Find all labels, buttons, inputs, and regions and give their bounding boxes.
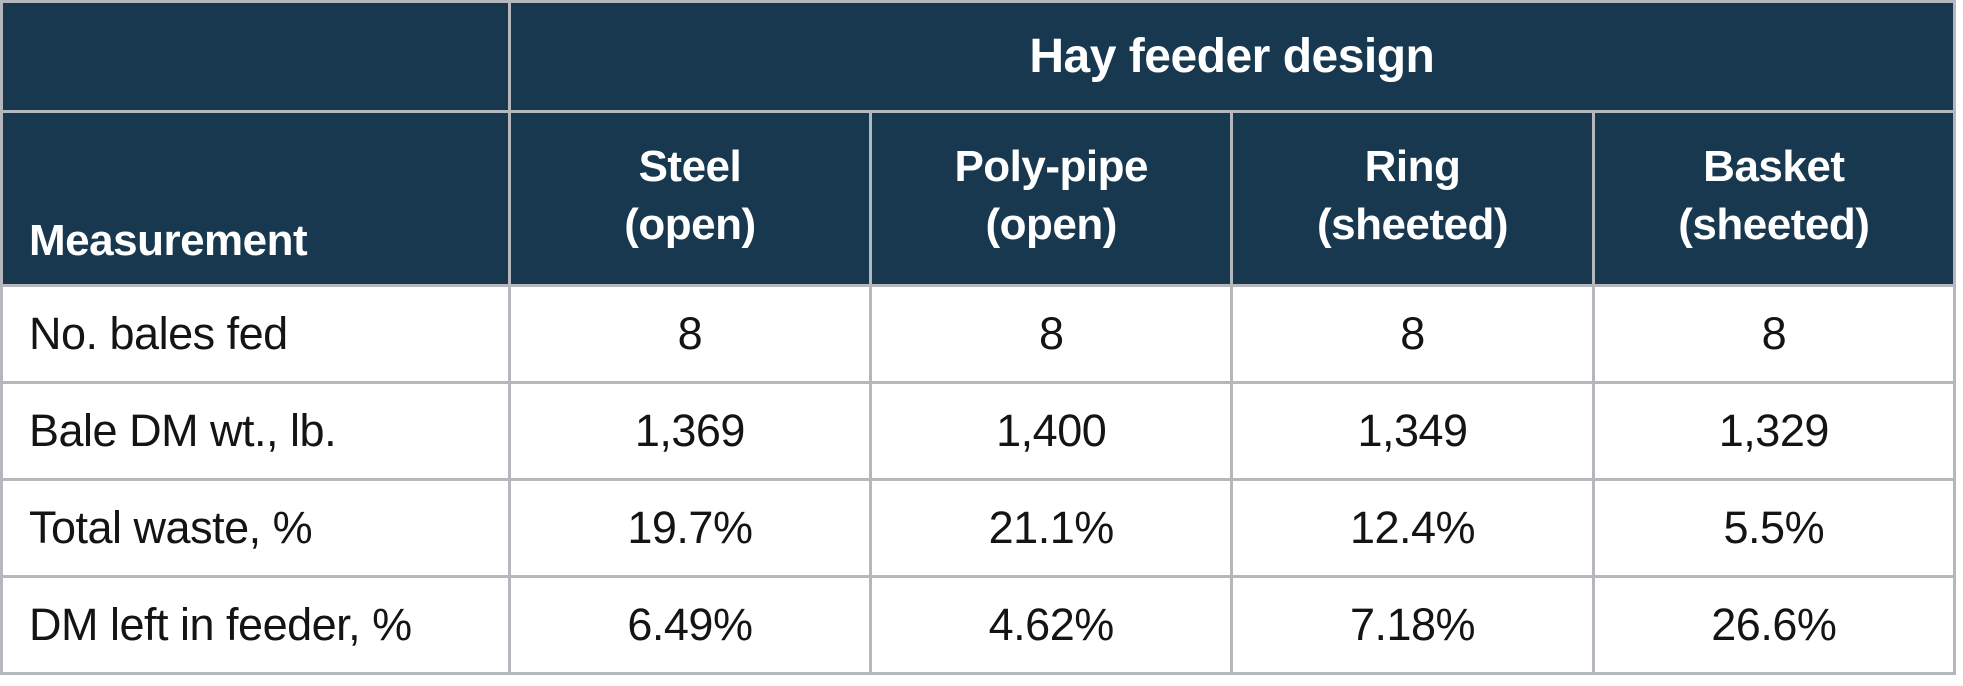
- cell-value: 8: [869, 284, 1234, 384]
- row-label: Total waste, %: [0, 478, 511, 578]
- corner-cell: [0, 0, 511, 113]
- table-row: Bale DM wt., lb. 1,369 1,400 1,349 1,329: [0, 381, 1957, 481]
- table-row: DM left in feeder, % 6.49% 4.62% 7.18% 2…: [0, 575, 1957, 675]
- column-header-line2: (sheeted): [1316, 200, 1509, 249]
- column-header-poly-pipe-open: Poly-pipe (open): [869, 110, 1234, 287]
- column-header-ring-sheeted: Ring (sheeted): [1230, 110, 1595, 287]
- cell-value: 1,329: [1591, 381, 1957, 481]
- cell-value: 8: [1591, 284, 1957, 384]
- column-header-line2: (open): [624, 200, 756, 249]
- cell-value: 26.6%: [1591, 575, 1957, 675]
- column-header-line2: (sheeted): [1678, 200, 1870, 249]
- header-span-row: Hay feeder design: [0, 0, 1957, 113]
- table-row: Total waste, % 19.7% 21.1% 12.4% 5.5%: [0, 478, 1957, 578]
- column-header-line2: (open): [985, 200, 1118, 249]
- cell-value: 1,349: [1230, 381, 1595, 481]
- cell-value: 1,400: [869, 381, 1234, 481]
- cell-value: 8: [1230, 284, 1595, 384]
- column-header-basket-sheeted: Basket (sheeted): [1591, 110, 1957, 287]
- cell-value: 19.7%: [507, 478, 873, 578]
- table-header: Hay feeder design Measurement Steel (ope…: [0, 0, 1957, 287]
- row-label: No. bales fed: [0, 284, 511, 384]
- column-header-steel-open: Steel (open): [507, 110, 873, 287]
- cell-value: 12.4%: [1230, 478, 1595, 578]
- column-header-line1: Steel: [638, 141, 742, 191]
- cell-value: 8: [507, 284, 873, 384]
- column-header-line1: Basket: [1703, 141, 1845, 191]
- table-row: No. bales fed 8 8 8 8: [0, 284, 1957, 384]
- cell-value: 21.1%: [869, 478, 1234, 578]
- header-columns-row: Measurement Steel (open) Poly-pipe (open…: [0, 110, 1957, 287]
- cell-value: 1,369: [507, 381, 873, 481]
- row-label: DM left in feeder, %: [0, 575, 511, 675]
- cell-value: 4.62%: [869, 575, 1234, 675]
- cell-value: 5.5%: [1591, 478, 1957, 578]
- table-body: No. bales fed 8 8 8 8 Bale DM wt., lb. 1…: [0, 284, 1957, 675]
- cell-value: 7.18%: [1230, 575, 1595, 675]
- row-label: Bale DM wt., lb.: [0, 381, 511, 481]
- table-title-cell: Hay feeder design: [507, 0, 1957, 113]
- column-header-line1: Ring: [1364, 141, 1461, 191]
- cell-value: 6.49%: [507, 575, 873, 675]
- column-header-measurement: Measurement: [0, 110, 511, 287]
- column-header-line1: Poly-pipe: [954, 141, 1148, 191]
